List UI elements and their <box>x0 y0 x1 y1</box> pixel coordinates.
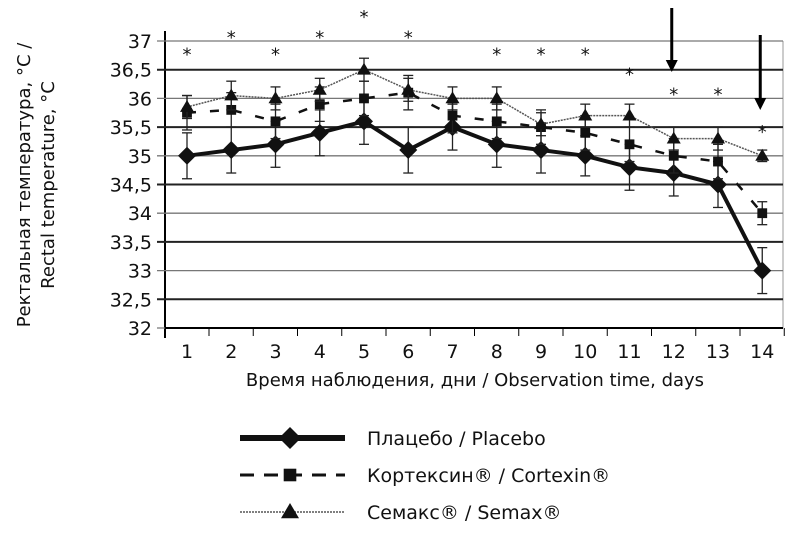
y-tick-label: 35 <box>128 146 152 168</box>
significance-asterisk: * <box>227 27 236 48</box>
x-tick-label: 12 <box>662 341 686 363</box>
data-point <box>578 108 593 121</box>
x-tick-label: 11 <box>617 341 641 363</box>
data-point <box>624 139 635 150</box>
x-tick-label: 2 <box>225 341 237 363</box>
y-tick-label: 36 <box>128 88 152 110</box>
data-point <box>399 141 418 160</box>
data-point <box>757 208 768 219</box>
x-axis-label: Время наблюдения, дни / Observation time… <box>246 370 704 391</box>
data-point <box>709 175 727 194</box>
x-tick-label: 4 <box>314 341 326 363</box>
data-point <box>620 158 639 177</box>
data-point <box>755 148 770 161</box>
significance-asterisk: * <box>360 7 369 28</box>
data-point <box>401 82 416 95</box>
significance-asterisk: * <box>625 65 634 86</box>
data-point <box>178 146 196 165</box>
series-line <box>186 91 764 215</box>
data-point <box>314 99 325 110</box>
significance-asterisk: * <box>492 44 501 65</box>
data-point <box>532 141 550 160</box>
y-tick-label: 34,5 <box>110 175 152 197</box>
legend-label: Кортексин® / Cortexin® <box>367 465 610 487</box>
y-tick-label: 33 <box>128 261 152 283</box>
data-point <box>534 117 548 130</box>
x-tick-label: 8 <box>491 341 503 363</box>
significance-asterisk: * <box>537 44 546 65</box>
legend-marker <box>281 503 299 519</box>
y-tick-label: 32,5 <box>110 289 152 311</box>
data-point <box>711 131 725 144</box>
data-point <box>576 146 595 165</box>
data-point <box>180 100 194 112</box>
data-point <box>580 127 591 138</box>
y-tick-label: 33,5 <box>110 232 152 254</box>
significance-asterisk: * <box>315 27 324 48</box>
data-point <box>666 131 681 144</box>
x-tick-label: 1 <box>181 341 193 363</box>
data-point <box>266 135 285 154</box>
legend-label: Семакс® / Semax® <box>367 502 561 524</box>
y-tick-label: 35,5 <box>110 117 152 139</box>
data-point <box>224 88 239 101</box>
legend-marker <box>279 427 301 449</box>
legend-marker <box>283 468 297 482</box>
y-tick-label: 37 <box>128 31 152 53</box>
data-point <box>491 116 502 127</box>
x-tick-label: 14 <box>750 341 774 363</box>
data-point <box>270 116 281 127</box>
data-point <box>489 91 504 104</box>
legend-label: Плацебо / Placebo <box>367 428 546 450</box>
significance-asterisk: * <box>404 27 413 48</box>
x-tick-label: 3 <box>269 341 281 363</box>
data-point <box>487 135 506 154</box>
significance-asterisk: * <box>758 122 767 143</box>
x-tick-label: 13 <box>706 341 730 363</box>
significance-asterisk: * <box>581 44 590 65</box>
data-point <box>355 112 373 131</box>
significance-asterisk: * <box>669 85 678 106</box>
significance-asterisk: * <box>271 44 280 65</box>
y-tick-label: 34 <box>128 203 152 225</box>
arrow-head <box>665 60 678 72</box>
y-axis-label-ru: Ректальная температура, °С / <box>14 42 35 328</box>
data-point <box>713 156 723 167</box>
data-point <box>447 110 458 121</box>
x-tick-label: 7 <box>446 341 458 363</box>
data-point <box>359 93 369 104</box>
series-semax <box>180 57 770 163</box>
y-axis-label-en: Rectal temperature, °С <box>38 81 59 289</box>
data-point <box>310 123 329 142</box>
x-tick-label: 9 <box>535 341 547 363</box>
data-point <box>622 108 637 121</box>
data-point <box>753 261 772 280</box>
data-point <box>445 91 460 104</box>
significance-asterisk: * <box>183 44 192 65</box>
data-point <box>357 62 371 75</box>
series-line <box>186 68 763 157</box>
legend: Плацебо / Placebo Кортексин® / Cortexin® С… <box>240 427 610 524</box>
x-tick-label: 5 <box>358 341 370 363</box>
x-tick-label: 6 <box>402 341 414 363</box>
x-tick-label: 10 <box>573 341 597 363</box>
data-point <box>668 150 679 161</box>
y-tick-label: 32 <box>128 318 152 340</box>
significance-asterisk: * <box>714 85 723 106</box>
arrow-head <box>754 98 767 110</box>
data-point <box>268 91 283 104</box>
y-tick-label: 36,5 <box>110 60 152 82</box>
data-point <box>312 82 327 95</box>
data-point <box>222 141 241 160</box>
